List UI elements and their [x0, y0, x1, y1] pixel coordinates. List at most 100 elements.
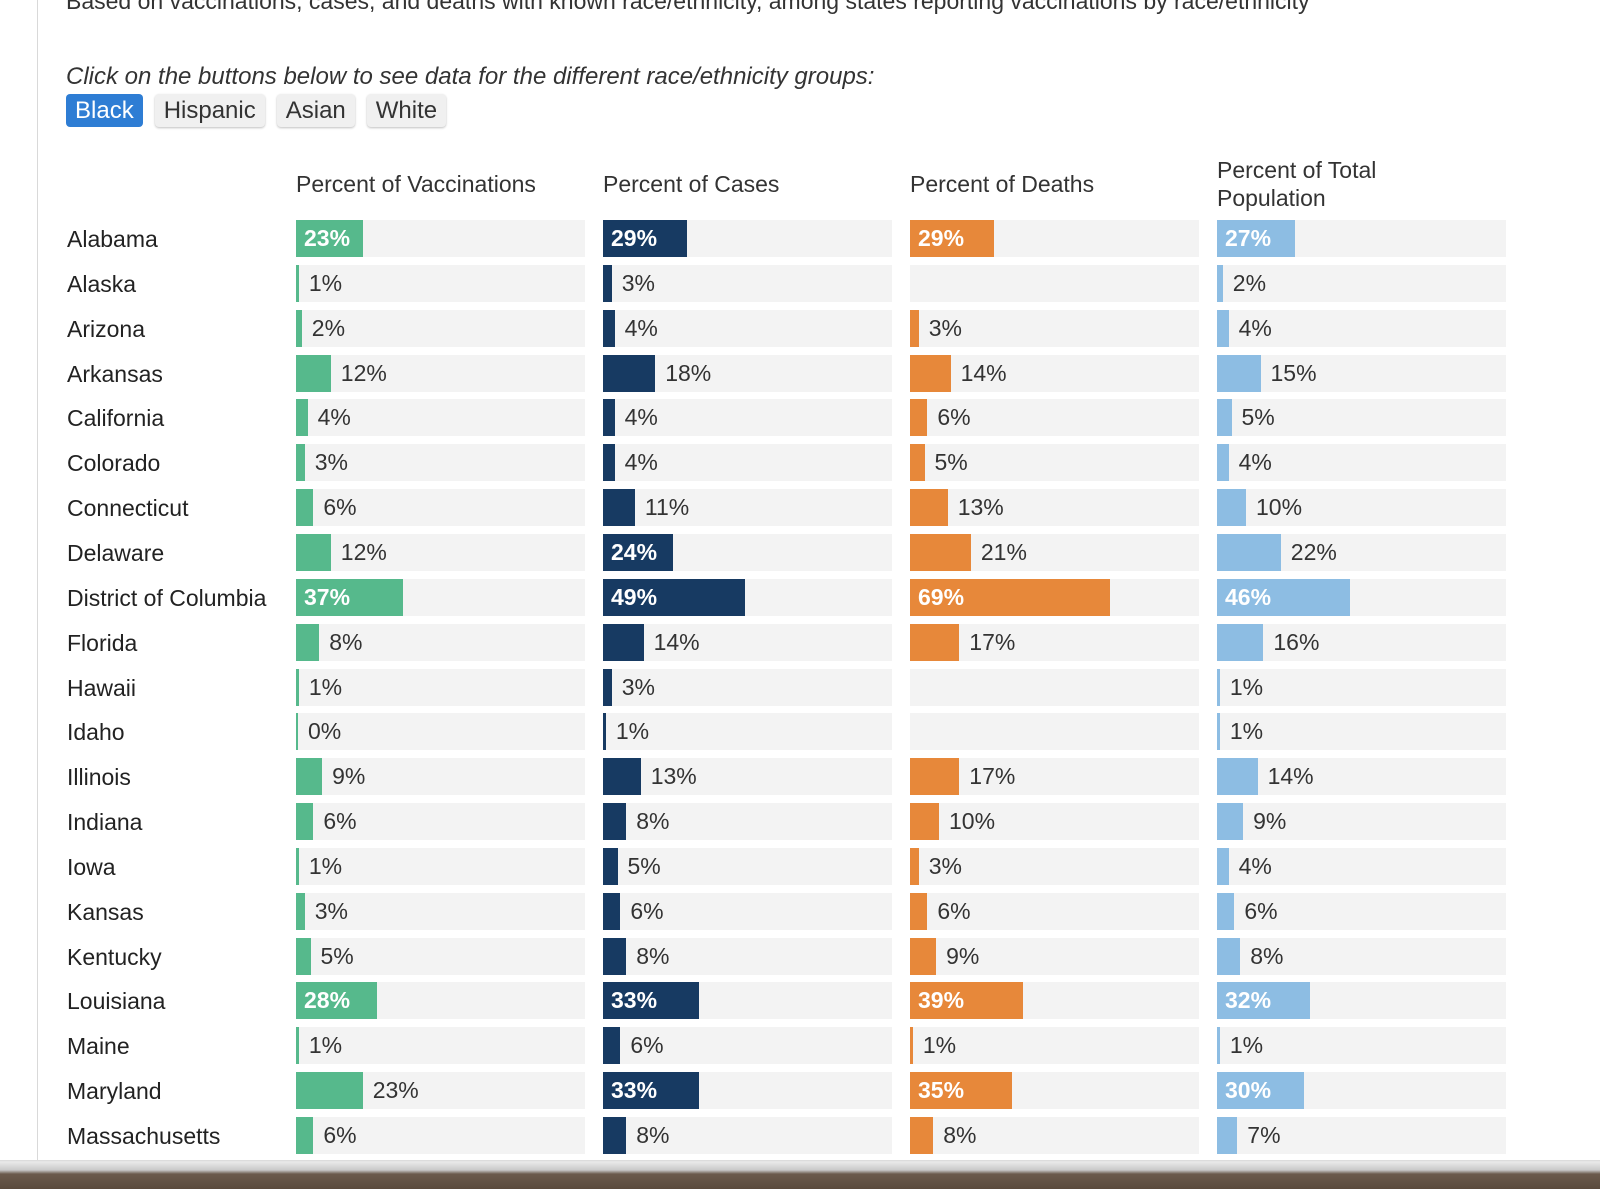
bar-cases-arizona[interactable]: [603, 309, 615, 347]
bar-cases-maryland[interactable]: [603, 1072, 699, 1110]
bar-population-louisiana[interactable]: [1217, 982, 1310, 1020]
bar-deaths-kentucky[interactable]: [910, 937, 937, 975]
bar-population-illinois[interactable]: [1217, 758, 1258, 796]
bar-population-idaho[interactable]: [1217, 713, 1220, 751]
hispanic-button[interactable]: Hispanic: [154, 94, 265, 127]
bar-deaths-arkansas[interactable]: [910, 354, 951, 392]
bar-track-population: 16%: [1217, 623, 1506, 661]
bar-vaccinations-alabama[interactable]: [296, 220, 363, 257]
bar-deaths-district-of-columbia[interactable]: [910, 578, 1111, 616]
bar-population-arizona[interactable]: [1217, 309, 1229, 347]
bar-cases-louisiana[interactable]: [603, 982, 699, 1020]
bar-population-kansas[interactable]: [1217, 892, 1235, 930]
bar-vaccinations-connecticut[interactable]: [296, 489, 314, 527]
bar-population-florida[interactable]: [1217, 623, 1264, 661]
bar-deaths-louisiana[interactable]: [910, 982, 1024, 1020]
bar-deaths-colorado[interactable]: [910, 444, 925, 482]
bar-deaths-maryland[interactable]: [910, 1072, 1012, 1110]
bar-vaccinations-hawaii[interactable]: [296, 668, 299, 706]
bar-cases-iowa[interactable]: [603, 847, 618, 885]
bar-deaths-delaware[interactable]: [910, 533, 971, 571]
bar-cases-illinois[interactable]: [603, 758, 641, 796]
bar-cases-arkansas[interactable]: [603, 354, 656, 392]
bar-population-maine[interactable]: [1217, 1027, 1220, 1065]
bar-deaths-california[interactable]: [910, 399, 928, 437]
bar-vaccinations-california[interactable]: [296, 399, 308, 437]
bar-track-cases: 49%: [603, 578, 892, 616]
bar-deaths-kansas[interactable]: [910, 892, 928, 930]
bar-deaths-maine[interactable]: [910, 1027, 913, 1065]
value-label-cases: 13%: [650, 763, 697, 790]
bar-cases-kentucky[interactable]: [603, 937, 627, 975]
bar-population-arkansas[interactable]: [1217, 354, 1261, 392]
bar-deaths-massachusetts[interactable]: [910, 1117, 934, 1154]
bar-track-deaths: 29%: [910, 220, 1199, 257]
bar-population-hawaii[interactable]: [1217, 668, 1220, 706]
bar-deaths-arizona[interactable]: [910, 309, 919, 347]
bar-population-alabama[interactable]: [1217, 220, 1296, 257]
bar-population-alaska[interactable]: [1217, 264, 1223, 302]
bar-vaccinations-illinois[interactable]: [296, 758, 323, 796]
bar-cases-kansas[interactable]: [603, 892, 621, 930]
value-label-cases: 24%: [611, 538, 658, 565]
asian-button[interactable]: Asian: [276, 94, 355, 127]
bar-vaccinations-iowa[interactable]: [296, 847, 299, 885]
bar-vaccinations-colorado[interactable]: [296, 444, 305, 482]
bar-vaccinations-district-of-columbia[interactable]: [296, 578, 404, 616]
value-label-population: 32%: [1225, 987, 1272, 1014]
bar-cases-district-of-columbia[interactable]: [603, 578, 746, 616]
bar-cases-colorado[interactable]: [603, 444, 615, 482]
bar-vaccinations-arkansas[interactable]: [296, 354, 331, 392]
bar-vaccinations-delaware[interactable]: [296, 533, 331, 571]
bar-vaccinations-idaho[interactable]: [296, 713, 298, 751]
bar-population-colorado[interactable]: [1217, 444, 1229, 482]
bar-track-cases: 4%: [603, 444, 892, 482]
bar-cases-indiana[interactable]: [603, 803, 627, 841]
bar-deaths-illinois[interactable]: [910, 758, 960, 796]
bar-population-district-of-columbia[interactable]: [1217, 578, 1351, 616]
bar-track-deaths: [910, 668, 1199, 706]
bar-cases-massachusetts[interactable]: [603, 1117, 627, 1154]
bar-track-vaccinations: 2%: [296, 309, 585, 347]
bar-track-cases: 4%: [603, 399, 892, 437]
bar-vaccinations-alaska[interactable]: [296, 264, 299, 302]
bar-cases-alaska[interactable]: [603, 264, 612, 302]
bar-population-indiana[interactable]: [1217, 803, 1244, 841]
bar-vaccinations-indiana[interactable]: [296, 803, 314, 841]
bar-cases-hawaii[interactable]: [603, 668, 612, 706]
bar-deaths-florida[interactable]: [910, 623, 960, 661]
bar-vaccinations-kentucky[interactable]: [296, 937, 311, 975]
bar-deaths-indiana[interactable]: [910, 803, 939, 841]
bar-cases-florida[interactable]: [603, 623, 644, 661]
bar-vaccinations-kansas[interactable]: [296, 892, 305, 930]
bar-cases-connecticut[interactable]: [603, 489, 635, 527]
bar-deaths-iowa[interactable]: [910, 847, 919, 885]
bar-population-maryland[interactable]: [1217, 1072, 1304, 1110]
bar-vaccinations-florida[interactable]: [296, 623, 320, 661]
black-button[interactable]: Black: [66, 94, 143, 127]
value-label-population: 10%: [1256, 494, 1303, 521]
bar-vaccinations-massachusetts[interactable]: [296, 1117, 314, 1154]
bar-population-kentucky[interactable]: [1217, 937, 1241, 975]
bar-cases-idaho[interactable]: [603, 713, 606, 751]
state-label-alaska: Alaska: [67, 270, 137, 297]
bar-deaths-alabama[interactable]: [910, 220, 995, 257]
bar-vaccinations-louisiana[interactable]: [296, 982, 378, 1020]
bar-cases-maine[interactable]: [603, 1027, 621, 1065]
bar-population-connecticut[interactable]: [1217, 489, 1246, 527]
bar-cases-california[interactable]: [603, 399, 615, 437]
bar-population-california[interactable]: [1217, 399, 1232, 437]
bar-vaccinations-arizona[interactable]: [296, 309, 302, 347]
value-label-cases: 8%: [636, 942, 670, 969]
bar-vaccinations-maryland[interactable]: [296, 1072, 363, 1110]
bar-population-iowa[interactable]: [1217, 847, 1229, 885]
white-button[interactable]: White: [366, 94, 447, 127]
bar-population-massachusetts[interactable]: [1217, 1117, 1238, 1154]
bar-vaccinations-maine[interactable]: [296, 1027, 299, 1065]
value-label-cases: 49%: [611, 583, 658, 610]
bar-population-delaware[interactable]: [1217, 533, 1281, 571]
bar-deaths-connecticut[interactable]: [910, 489, 948, 527]
bar-cases-alabama[interactable]: [603, 220, 688, 257]
bar-cases-delaware[interactable]: [603, 533, 673, 571]
value-label-vaccinations: 6%: [323, 1122, 357, 1148]
